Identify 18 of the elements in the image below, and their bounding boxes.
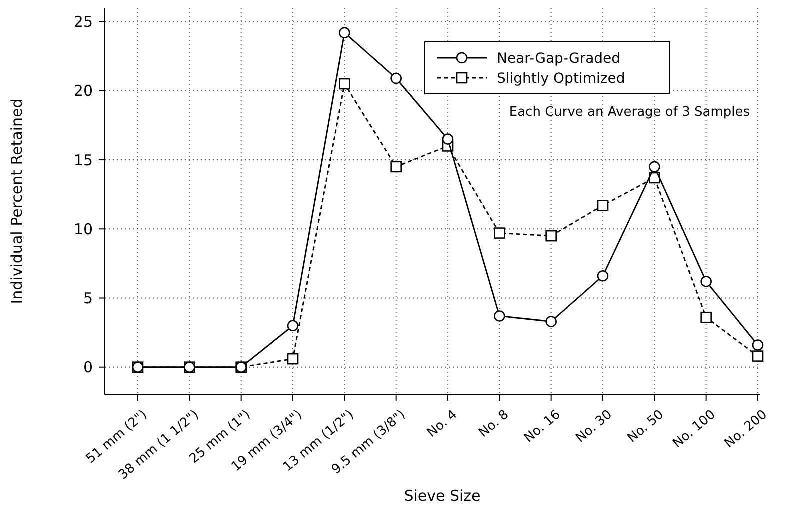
y-tick-label: 10 — [74, 220, 93, 238]
x-tick-label: No. 4 — [424, 408, 460, 441]
x-tick-label: No. 100 — [670, 408, 719, 452]
x-tick-label: No. 8 — [476, 408, 512, 441]
y-tick-label: 15 — [74, 151, 93, 170]
legend-label: Near-Gap-Graded — [497, 50, 621, 67]
x-tick-label: No. 30 — [573, 408, 616, 446]
y-tick-label: 0 — [83, 358, 93, 377]
y-axis-title: Individual Percent Retained — [8, 98, 26, 304]
x-axis-title: Sieve Size — [404, 487, 481, 505]
x-tick-label: No. 200 — [722, 408, 770, 452]
y-tick-label: 25 — [74, 13, 93, 32]
annotation: Each Curve an Average of 3 Samples — [509, 105, 750, 120]
legend-label: Slightly Optimized — [497, 70, 626, 87]
y-tick-label: 20 — [74, 82, 93, 100]
y-tick-label: 5 — [83, 290, 93, 308]
x-tick-label: No. 16 — [522, 408, 564, 446]
x-tick-label: No. 50 — [625, 408, 668, 446]
